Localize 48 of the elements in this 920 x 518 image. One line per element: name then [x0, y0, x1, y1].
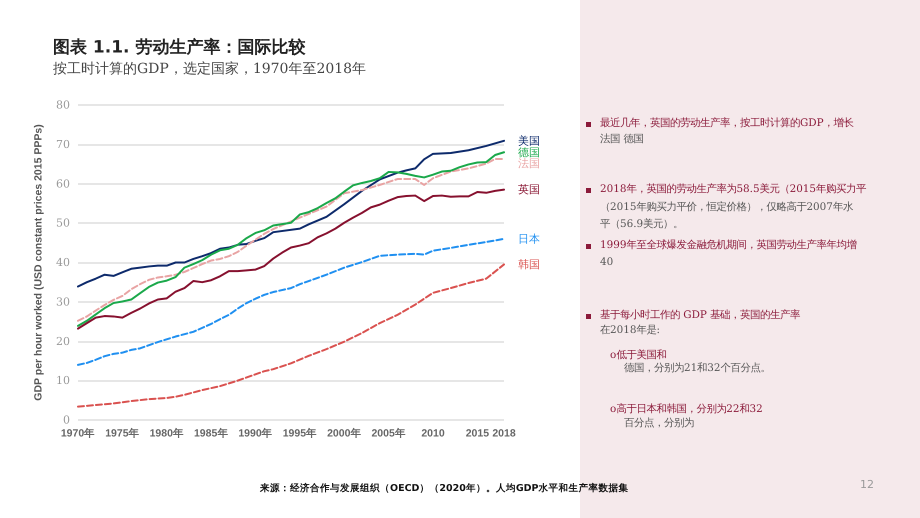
y-tick-label: 50	[56, 216, 70, 230]
x-tick-label: 2018	[492, 428, 516, 440]
x-tick-label: 1995年	[282, 426, 318, 440]
text: （2015年购买力平价，恒定价格），仅略高于2007年水	[600, 200, 853, 215]
line-series	[77, 263, 505, 408]
x-tick-label: 2005年	[371, 426, 406, 440]
text: 最近几年，英国的劳动生产率，按工时计算的GDP，增长	[600, 116, 854, 131]
y-tick-label: 30	[56, 295, 70, 308]
x-tick-label: 1990年	[238, 426, 273, 440]
y-axis-title: GDP per hour worked (USD constant prices 2015 PPPs)	[32, 124, 44, 401]
text: 40	[600, 255, 614, 270]
y-tick-label: 70	[56, 138, 70, 151]
y-tick-label: 60	[56, 177, 70, 190]
y-tick-label: 20	[56, 334, 70, 348]
source-note: 来源：经济合作与发展组织（OECD）（2020年）。人均GDP水平和生产率数据集	[260, 482, 630, 495]
text: 百分点，分别为	[624, 416, 694, 431]
y-tick-label: 0	[63, 414, 70, 426]
y-tick-label: 80	[56, 98, 70, 112]
text: 德国，分别为21和32个百分点。	[624, 361, 770, 376]
chart-subtitle: 按工时计算的GDP，选定国家，1970年至2018年	[53, 61, 366, 77]
x-tick-label: 2010	[421, 428, 445, 440]
x-tick-label: 1985年	[194, 426, 228, 440]
chart-title: 图表 1.1. 劳动生产率：国际比较	[53, 38, 306, 58]
text: 基于每小时工作的 GDP 基础，英国的生产率	[600, 308, 800, 323]
text: 2018年，英国的劳动生产率为58.5美元（2015年购买力平	[600, 182, 866, 197]
text: o低于美国和	[610, 348, 666, 362]
series-label: 日本	[518, 232, 540, 246]
text: 12	[860, 478, 874, 491]
text: 1999年至全球爆发金融危机期间，英国劳动生产率年均增	[600, 238, 856, 253]
series-label: 英国	[518, 183, 540, 196]
x-tick-label: 1975年	[105, 426, 140, 440]
text: 法国 德国	[600, 132, 644, 147]
x-tick-label: 1970年	[60, 426, 96, 440]
y-tick-label: 10	[56, 374, 70, 388]
line-series	[77, 188, 505, 330]
x-tick-label: 1980年	[150, 426, 184, 440]
text: 平（56.9美元）。	[600, 217, 684, 232]
series-label: 美国	[518, 134, 540, 148]
line-series	[77, 238, 505, 366]
x-tick-label: 2000年	[327, 426, 362, 440]
text: o高于日本和韩国，分别为22和32	[610, 402, 763, 417]
series-label: 法国	[518, 156, 540, 170]
text: 在2018年是:	[600, 323, 660, 338]
series-label: 德国	[518, 146, 540, 159]
y-tick-label: 40	[56, 256, 70, 269]
series-label: 韩国	[518, 258, 540, 271]
x-tick-label: 2015	[466, 428, 490, 440]
line-series	[77, 140, 505, 288]
